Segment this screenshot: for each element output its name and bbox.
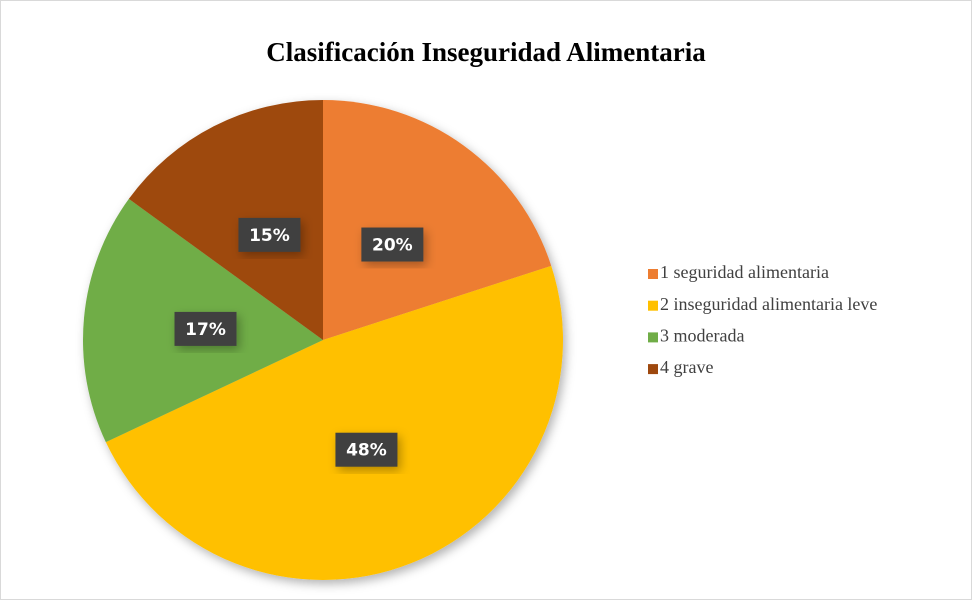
pie-slice	[128, 100, 323, 340]
legend-label: 2 inseguridad alimentaria leve	[660, 294, 877, 314]
legend-label: 1 seguridad alimentaria	[660, 262, 829, 282]
pie-slice	[105, 265, 564, 581]
data-label: 48%	[346, 441, 387, 461]
chart-title: Clasificación Inseguridad Alimentaria	[266, 37, 706, 67]
data-label: 17%	[185, 320, 226, 340]
pie	[83, 100, 564, 581]
data-label-box	[238, 217, 301, 252]
data-label: 15%	[249, 226, 290, 246]
data-label-box	[335, 432, 398, 467]
legend-swatch	[648, 300, 658, 311]
legend-label: 3 moderada	[660, 326, 744, 346]
data-label-box	[361, 227, 424, 262]
legend-swatch	[648, 364, 658, 375]
legend-swatch	[648, 269, 658, 279]
legend-swatch	[648, 332, 658, 343]
data-label: 20%	[372, 236, 413, 256]
pie-slice	[323, 100, 552, 340]
legend-label: 4 grave	[660, 357, 713, 377]
data-label-box	[174, 311, 237, 346]
